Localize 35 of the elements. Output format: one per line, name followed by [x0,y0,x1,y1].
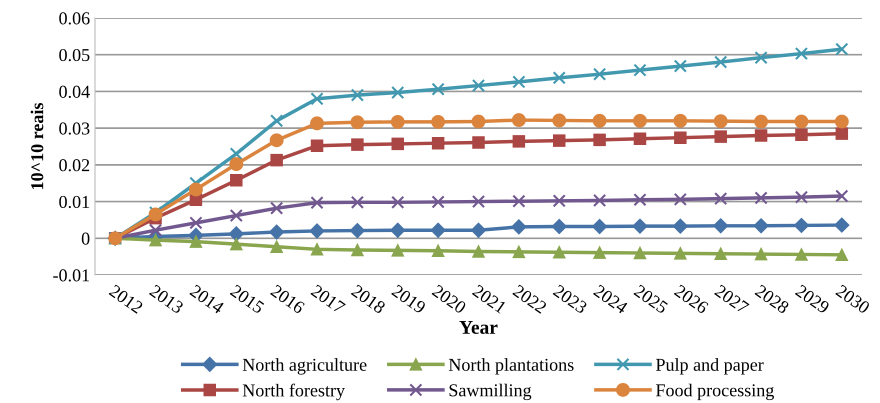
x-tick-label: 2025 [633,284,669,314]
x-tick-label: 2019 [391,284,426,314]
x-tick-label: 2030 [835,284,871,314]
x-tick-label: 2029 [794,284,830,314]
x-tick-label: 2013 [148,284,184,314]
legend-label: North plantations [448,358,574,375]
y-tick-label: 0.04 [59,86,90,98]
x-tick-label: 2021 [472,284,507,314]
x-tick-label: 2018 [350,284,386,314]
x-tick-label: 2024 [592,284,629,314]
y-tick-label: 0 [82,232,90,245]
x-tick-label: 2015 [230,284,265,314]
x-tick-label: 2028 [754,284,790,314]
legend-label: North forestry [242,384,345,400]
x-tick-label: 2012 [108,284,144,314]
y-tick-label: 0.01 [59,196,90,208]
x-axis-title: Year [459,320,498,334]
x-tick-label: 2023 [552,284,588,314]
y-axis-title: 10^10 reais [30,102,44,190]
y-tick-label: 0.02 [59,159,90,172]
legend-label: Pulp and paper [656,358,764,375]
x-tick-label: 2016 [270,284,306,314]
y-tick-label: -0.01 [53,269,90,282]
x-tick-label: 2022 [512,284,548,314]
legend-label: Sawmilling [450,384,532,400]
y-tick-label: 0.03 [59,122,90,135]
y-tick-label: 0.05 [59,48,90,62]
x-tick-label: 2027 [714,284,750,314]
x-tick-label: 2026 [674,284,710,314]
x-tick-label: 2020 [431,284,467,314]
legend-label: North agriculture [242,358,366,375]
x-tick-label: 2014 [189,284,225,314]
legend-label: Food processing [656,384,774,400]
y-tick-label: 0.06 [59,12,90,25]
x-tick-label: 2017 [310,284,346,314]
